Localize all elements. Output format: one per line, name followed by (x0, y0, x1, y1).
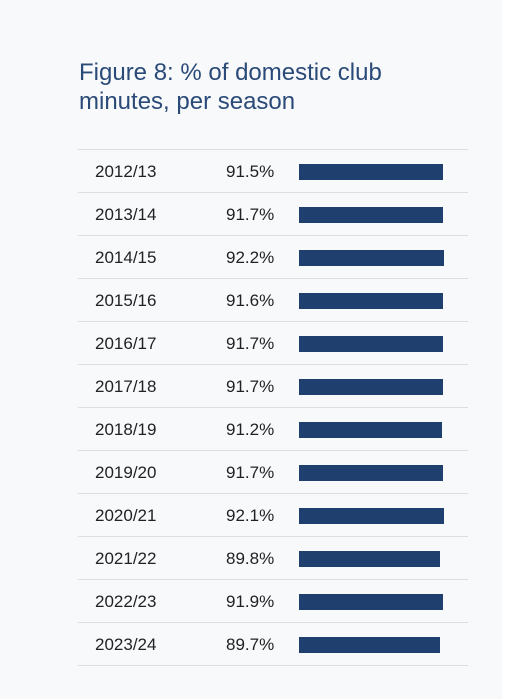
season-label: 2012/13 (95, 162, 157, 181)
figure-title: Figure 8: % of domestic club minutes, pe… (79, 59, 382, 115)
table-row: 2016/17 91.7% (78, 322, 468, 365)
bar (299, 250, 444, 266)
season-label: 2021/22 (95, 549, 157, 568)
season-label: 2023/24 (95, 635, 157, 654)
value-label: 91.2% (226, 420, 275, 439)
table-row: 2015/16 91.6% (78, 279, 468, 322)
bar (299, 465, 443, 481)
bar (299, 164, 443, 180)
value-label: 91.7% (226, 377, 275, 396)
bar (299, 207, 443, 223)
season-label: 2020/21 (95, 506, 157, 525)
season-label: 2019/20 (95, 463, 157, 482)
season-label: 2015/16 (95, 291, 157, 310)
table-row: 2013/14 91.7% (78, 193, 468, 236)
season-label: 2017/18 (95, 377, 157, 396)
table-row: 2012/13 91.5% (78, 150, 468, 193)
season-label: 2014/15 (95, 248, 157, 267)
bar (299, 379, 443, 395)
value-label: 91.7% (226, 463, 275, 482)
bar (299, 508, 444, 524)
value-label: 91.6% (226, 291, 275, 310)
bar (299, 422, 443, 438)
value-label: 91.5% (226, 162, 275, 181)
season-label: 2018/19 (95, 420, 157, 439)
value-label: 89.7% (226, 635, 275, 654)
value-label: 91.7% (226, 334, 275, 353)
season-label: 2022/23 (95, 592, 157, 611)
table-row: 2020/21 92.1% (78, 494, 468, 537)
table-row: 2023/24 89.7% (78, 623, 468, 666)
value-label: 91.7% (226, 205, 275, 224)
season-table: 2012/13 91.5% 2013/14 91.7% 2014/15 92.2% 2015… (78, 149, 468, 666)
value-label: 91.9% (226, 592, 275, 611)
table-row: 2022/23 91.9% (78, 580, 468, 623)
table-row: 2014/15 92.2% (78, 236, 468, 279)
value-label: 89.8% (226, 549, 275, 568)
table-row: 2019/20 91.7% (78, 451, 468, 494)
bar (299, 594, 444, 610)
value-label: 92.1% (226, 506, 275, 525)
table-row: 2017/18 91.7% (78, 365, 468, 408)
bar (299, 551, 440, 567)
bar (299, 336, 443, 352)
page-margin (502, 0, 518, 699)
table-row: 2018/19 91.2% (78, 408, 468, 451)
value-label: 92.2% (226, 248, 275, 267)
bar (299, 637, 440, 653)
season-label: 2013/14 (95, 205, 157, 224)
table-row: 2021/22 89.8% (78, 537, 468, 580)
bar (299, 293, 443, 309)
season-label: 2016/17 (95, 334, 157, 353)
